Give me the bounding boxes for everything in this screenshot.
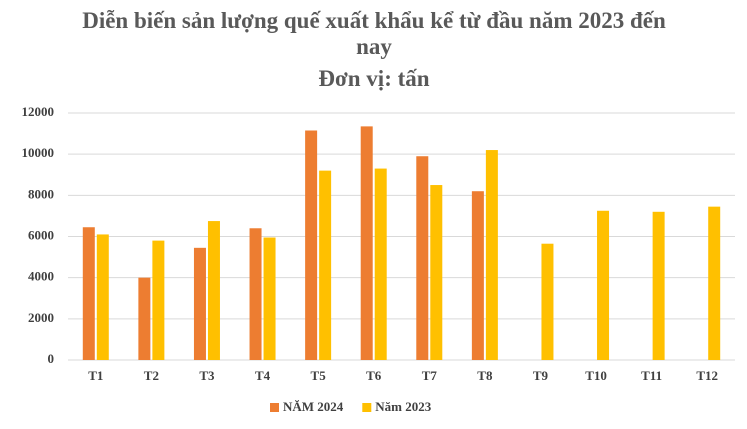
chart-title: Diễn biến sản lượng quế xuất khẩu kể từ … xyxy=(82,8,666,59)
chart-subtitle: Đơn vị: tấn xyxy=(318,66,430,91)
bar xyxy=(485,150,498,360)
bar xyxy=(193,247,206,360)
legend-label: Năm 2023 xyxy=(375,399,431,414)
bar xyxy=(708,206,721,360)
x-tick-label: T1 xyxy=(88,368,103,383)
y-tick-label: 2000 xyxy=(28,310,54,325)
y-tick-label: 4000 xyxy=(28,269,54,284)
bar xyxy=(360,126,373,360)
bar xyxy=(207,221,220,360)
x-tick-label: T4 xyxy=(255,368,271,383)
bar xyxy=(652,211,665,360)
x-tick-label: T2 xyxy=(144,368,159,383)
bar xyxy=(152,240,165,360)
bar xyxy=(430,185,443,360)
bar xyxy=(541,243,554,360)
bar xyxy=(96,234,109,360)
y-tick-label: 0 xyxy=(48,351,55,366)
x-tick-label: T10 xyxy=(585,368,607,383)
bar xyxy=(138,277,151,360)
x-tick-label: T3 xyxy=(199,368,215,383)
legend-label: NĂM 2024 xyxy=(283,399,344,414)
y-tick-label: 8000 xyxy=(28,186,54,201)
x-tick-label: T11 xyxy=(641,368,662,383)
bar xyxy=(263,237,276,360)
x-tick-label: T9 xyxy=(533,368,549,383)
x-tick-label: T6 xyxy=(366,368,382,383)
y-tick-label: 6000 xyxy=(28,227,54,242)
bar xyxy=(305,130,318,360)
x-tick-label: T5 xyxy=(311,368,327,383)
y-tick-label: 10000 xyxy=(22,145,55,160)
legend-swatch xyxy=(362,403,372,412)
x-tick-label: T7 xyxy=(422,368,438,383)
bar xyxy=(471,191,484,360)
x-tick-label: T12 xyxy=(696,368,718,383)
bar xyxy=(597,210,610,360)
bar xyxy=(319,170,332,360)
legend-swatch xyxy=(270,403,279,412)
y-tick-label: 12000 xyxy=(22,104,55,119)
bar xyxy=(374,168,387,360)
bar xyxy=(249,228,262,360)
x-tick-label: T8 xyxy=(477,368,493,383)
bar xyxy=(416,156,429,360)
bar xyxy=(82,227,95,360)
